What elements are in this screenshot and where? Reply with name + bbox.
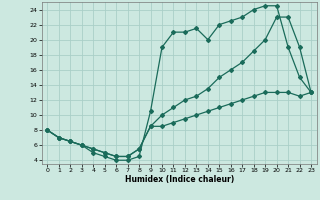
X-axis label: Humidex (Indice chaleur): Humidex (Indice chaleur) [124,175,234,184]
